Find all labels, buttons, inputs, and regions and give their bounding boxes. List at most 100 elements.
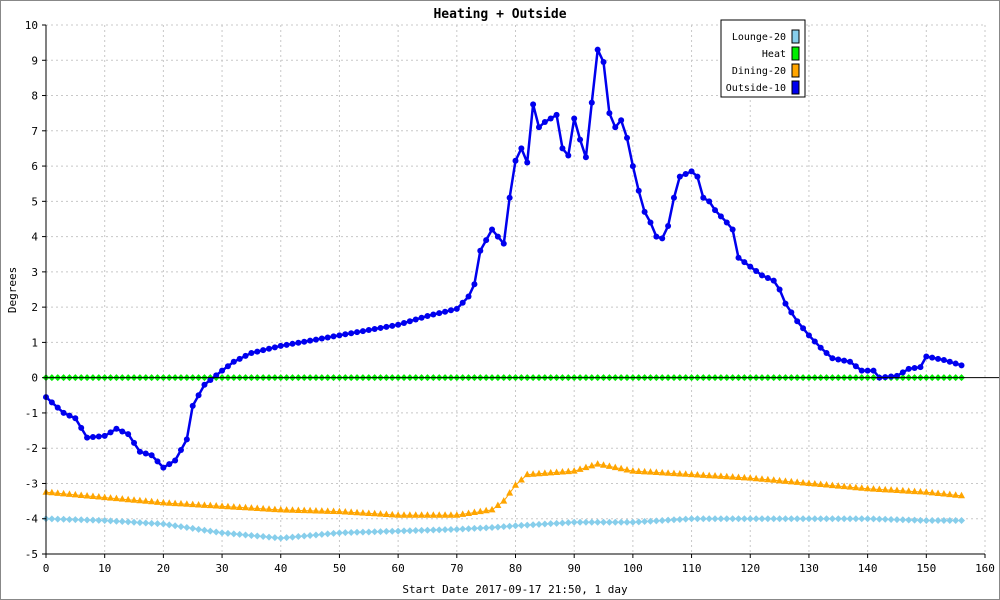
x-tick-label: 140: [858, 562, 878, 575]
data-point-outside-10: [582, 154, 589, 161]
data-point-lounge-20: [482, 524, 490, 532]
data-point-outside-10: [195, 392, 202, 399]
y-tick-label: -1: [25, 407, 38, 420]
data-point-outside-10: [788, 309, 795, 316]
data-point-dining-20: [564, 467, 572, 475]
data-point-outside-10: [635, 187, 642, 194]
data-point-outside-10: [289, 340, 296, 347]
data-point-dining-20: [294, 506, 302, 513]
y-tick-label: 7: [31, 125, 38, 138]
data-point-lounge-20: [500, 523, 508, 531]
data-point-dining-20: [224, 502, 232, 510]
data-point-dining-20: [776, 476, 784, 484]
data-point-dining-20: [629, 467, 637, 474]
data-point-lounge-20: [365, 528, 373, 536]
data-point-lounge-20: [658, 516, 666, 524]
data-point-dining-20: [277, 505, 285, 513]
data-point-lounge-20: [893, 516, 901, 524]
data-point-lounge-20: [693, 515, 701, 523]
data-point-lounge-20: [48, 515, 56, 523]
data-point-lounge-20: [828, 515, 836, 523]
data-point-lounge-20: [453, 525, 461, 533]
data-point-lounge-20: [189, 524, 197, 532]
x-tick-label: 40: [274, 562, 287, 575]
data-point-outside-10: [365, 327, 372, 334]
data-point-dining-20: [60, 489, 68, 497]
data-point-dining-20: [752, 474, 760, 482]
data-point-dining-20: [535, 469, 543, 477]
data-point-dining-20: [764, 475, 772, 483]
data-point-lounge-20: [154, 520, 162, 528]
data-point-outside-10: [712, 207, 719, 214]
data-point-outside-10: [817, 344, 824, 351]
data-point-dining-20: [195, 500, 203, 508]
data-point-lounge-20: [817, 515, 825, 523]
legend-label-outside-10: Outside-10: [726, 83, 786, 94]
data-point-outside-10: [682, 171, 689, 178]
data-point-outside-10: [219, 367, 226, 374]
data-point-lounge-20: [394, 527, 402, 535]
data-point-lounge-20: [858, 515, 866, 523]
data-point-dining-20: [89, 492, 97, 500]
legend-label-heat: Heat: [762, 49, 786, 60]
data-point-outside-10: [917, 364, 924, 371]
data-point-dining-20: [365, 509, 373, 516]
x-tick-label: 10: [98, 562, 111, 575]
data-point-dining-20: [717, 472, 725, 479]
data-point-lounge-20: [447, 525, 455, 533]
data-point-lounge-20: [288, 533, 296, 541]
data-point-lounge-20: [294, 533, 302, 541]
data-point-lounge-20: [277, 534, 285, 542]
data-point-dining-20: [271, 505, 279, 513]
x-tick-label: 90: [568, 562, 581, 575]
x-tick-label: 30: [215, 562, 228, 575]
data-point-lounge-20: [623, 518, 631, 526]
data-point-dining-20: [735, 473, 743, 480]
y-tick-label: -5: [25, 548, 38, 561]
data-point-lounge-20: [65, 515, 73, 523]
data-point-lounge-20: [494, 523, 502, 531]
data-point-lounge-20: [576, 518, 584, 526]
data-point-dining-20: [423, 511, 431, 518]
data-point-outside-10: [136, 448, 143, 455]
y-tick-label: 9: [31, 54, 38, 67]
data-point-outside-10: [148, 452, 155, 459]
data-point-outside-10: [295, 339, 302, 346]
data-point-outside-10: [641, 208, 648, 215]
data-point-dining-20: [787, 477, 795, 485]
data-point-outside-10: [594, 46, 601, 53]
data-point-dining-20: [770, 476, 778, 483]
data-point-lounge-20: [312, 531, 320, 539]
data-point-lounge-20: [670, 516, 678, 524]
data-point-lounge-20: [952, 516, 960, 524]
data-point-lounge-20: [171, 522, 179, 530]
data-point-outside-10: [318, 335, 325, 342]
data-point-outside-10: [770, 277, 777, 284]
data-point-outside-10: [530, 101, 537, 108]
data-point-lounge-20: [758, 515, 766, 523]
y-tick-label: 5: [31, 195, 38, 208]
data-point-lounge-20: [101, 516, 109, 524]
data-point-outside-10: [224, 363, 231, 370]
data-point-lounge-20: [435, 526, 443, 534]
data-point-lounge-20: [476, 524, 484, 532]
data-point-lounge-20: [635, 518, 643, 526]
data-point-lounge-20: [840, 515, 848, 523]
legend-label-lounge-20: Lounge-20: [732, 32, 786, 43]
series-dining-20: [42, 460, 966, 518]
data-point-dining-20: [95, 493, 103, 500]
data-point-dining-20: [165, 499, 173, 506]
data-point-dining-20: [112, 494, 120, 502]
data-point-dining-20: [529, 470, 537, 477]
data-point-dining-20: [488, 505, 496, 513]
data-point-outside-10: [494, 233, 501, 240]
data-point-lounge-20: [617, 518, 625, 526]
data-point-outside-10: [459, 299, 466, 306]
data-point-lounge-20: [253, 532, 261, 540]
data-point-dining-20: [136, 496, 144, 504]
data-point-outside-10: [911, 364, 918, 371]
data-point-dining-20: [212, 502, 220, 509]
data-point-dining-20: [200, 501, 208, 508]
